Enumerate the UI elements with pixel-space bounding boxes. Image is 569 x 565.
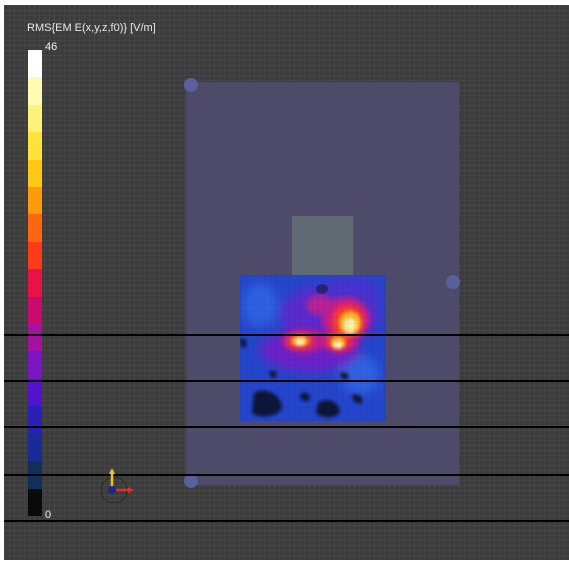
device-model xyxy=(292,216,353,284)
3d-viewport[interactable]: RMS{EM E(x,y,z,f0)} [V/m] 46 0 xyxy=(4,5,569,560)
corner-marker[interactable] xyxy=(184,474,198,488)
scan-line xyxy=(4,520,569,522)
colorbar-segment xyxy=(28,77,42,105)
scan-line xyxy=(4,334,569,336)
colorbar-segment xyxy=(28,324,42,352)
colorbar-segment xyxy=(28,378,42,407)
colorbar xyxy=(28,50,42,516)
colorbar-segment xyxy=(28,132,42,160)
colorbar-segment xyxy=(28,187,42,215)
colorbar-min-label: 0 xyxy=(45,509,52,521)
colorbar-segment xyxy=(28,214,42,242)
colorbar-segment xyxy=(28,269,42,297)
scan-line xyxy=(4,426,569,428)
axis-triad-icon[interactable] xyxy=(100,463,140,503)
colorbar-max-label: 46 xyxy=(45,41,58,53)
corner-marker[interactable] xyxy=(446,275,460,289)
scan-line xyxy=(4,474,569,476)
colorbar-segment xyxy=(28,433,42,462)
colorbar-segment xyxy=(28,296,42,325)
corner-marker[interactable] xyxy=(184,78,198,92)
colorbar-segment xyxy=(28,488,42,516)
colorbar-segment xyxy=(28,50,42,78)
colorbar-segment xyxy=(28,104,42,133)
colorbar-segment xyxy=(28,241,42,270)
z-axis-dot xyxy=(108,486,116,494)
colorbar-title: RMS{EM E(x,y,z,f0)} [V/m] xyxy=(27,22,156,34)
colorbar-segment xyxy=(28,351,42,379)
scan-line xyxy=(4,380,569,382)
field-distribution-map xyxy=(240,275,386,421)
colorbar-segment xyxy=(28,159,42,188)
colorbar-segment xyxy=(28,406,42,434)
